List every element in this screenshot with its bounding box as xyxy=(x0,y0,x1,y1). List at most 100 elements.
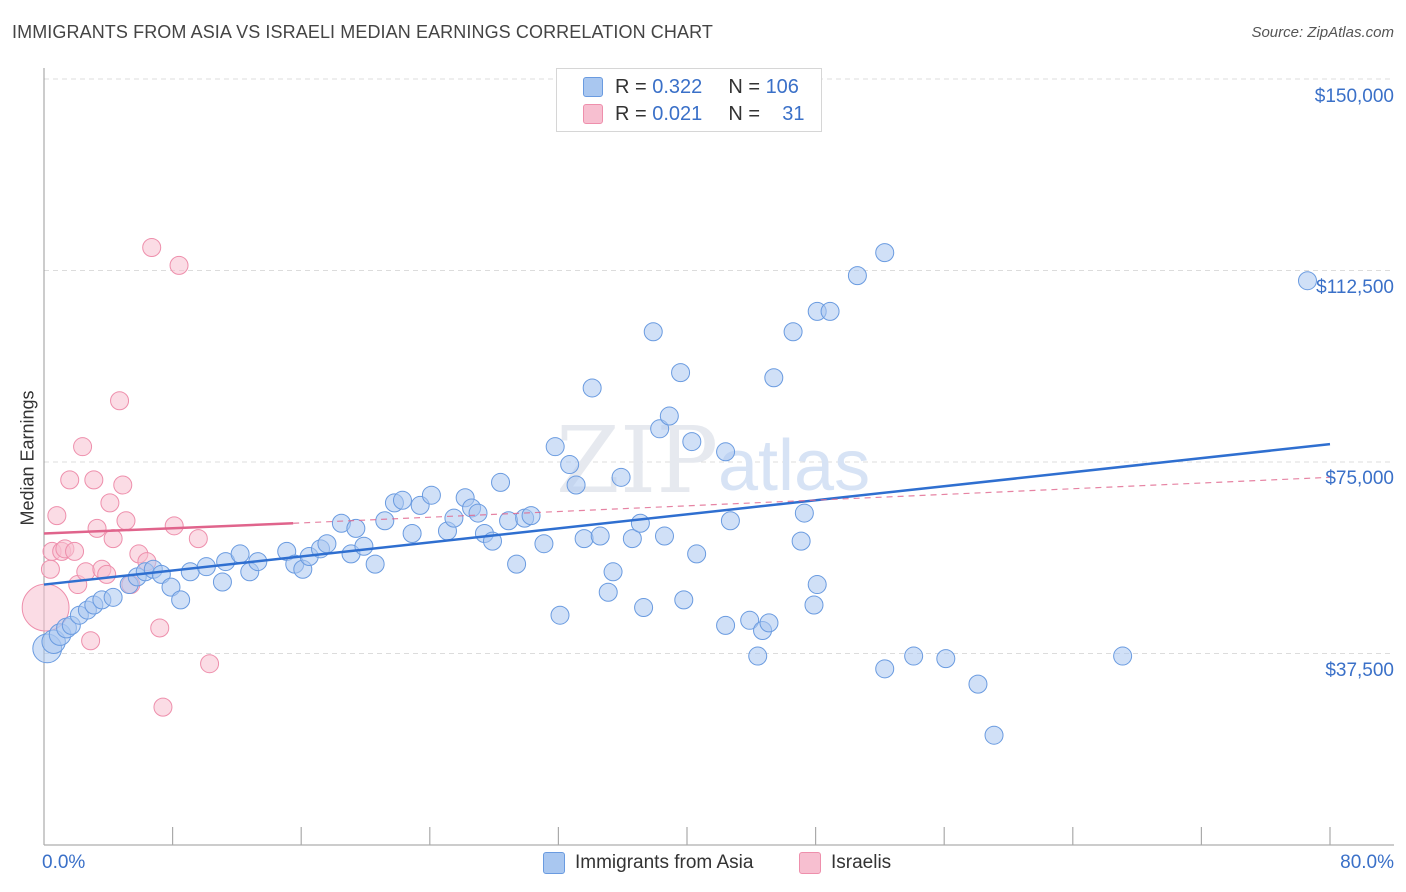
asia-point xyxy=(687,544,707,564)
asia-point xyxy=(682,432,702,452)
legend-row-asia: R = 0.322 N = 106 xyxy=(583,74,799,100)
israelis-point xyxy=(65,541,85,561)
israelis-point xyxy=(81,631,101,651)
asia-point xyxy=(566,475,586,495)
asia-swatch-icon xyxy=(583,77,603,97)
asia-point xyxy=(550,605,570,625)
asia-point xyxy=(230,544,250,564)
israelis-point xyxy=(60,470,80,490)
israelis-trend-extension xyxy=(293,476,1331,524)
asia-point xyxy=(716,615,736,635)
asia-point xyxy=(468,503,488,523)
asia-point xyxy=(171,590,191,610)
israelis-point xyxy=(110,391,130,411)
series-legend: Immigrants from Asia Israelis xyxy=(0,852,1406,876)
asia-point xyxy=(720,511,740,531)
x-tick-label-max: 80.0% xyxy=(1340,852,1394,873)
watermark-atlas: atlas xyxy=(718,426,870,506)
asia-point xyxy=(875,243,895,263)
asia-point xyxy=(590,526,610,546)
asia-point xyxy=(847,266,867,286)
source-label: Source: ZipAtlas.com xyxy=(1251,24,1394,41)
asia-point xyxy=(317,534,337,554)
asia-point xyxy=(521,506,541,526)
legend-item-label: Immigrants from Asia xyxy=(575,852,754,873)
asia-point xyxy=(603,562,623,582)
asia-point xyxy=(574,529,594,549)
r-label: R = xyxy=(615,75,647,98)
asia-point xyxy=(904,646,924,666)
asia-point xyxy=(875,659,895,679)
israelis-point xyxy=(200,654,220,674)
asia-point xyxy=(180,562,200,582)
y-tick-label: $150,000 xyxy=(1314,86,1394,107)
israelis-point xyxy=(87,518,107,538)
israelis-point xyxy=(40,559,60,579)
y-axis-label: Median Earnings xyxy=(17,390,38,526)
asia-point xyxy=(421,485,441,505)
legend-row-israelis: R = 0.021 N = 31 xyxy=(583,101,804,127)
asia-point xyxy=(671,363,691,383)
israelis-point xyxy=(113,475,133,495)
r-value: 0.322 xyxy=(652,75,703,98)
israelis-point xyxy=(103,529,123,549)
asia-point xyxy=(1113,646,1133,666)
asia-point xyxy=(674,590,694,610)
asia-point xyxy=(103,587,123,607)
y-tick-label: $37,500 xyxy=(1325,660,1394,681)
asia-point xyxy=(807,575,827,595)
israelis-point xyxy=(188,529,208,549)
legend-item-israelis[interactable]: Israelis xyxy=(799,852,891,874)
israelis-point xyxy=(100,493,120,513)
israelis-point xyxy=(73,437,93,457)
asia-point xyxy=(161,577,181,597)
asia-point xyxy=(622,529,642,549)
n-label: N = xyxy=(728,75,760,98)
asia-point xyxy=(650,419,670,439)
israelis-point xyxy=(47,506,67,526)
israelis-point xyxy=(84,470,104,490)
asia-point xyxy=(654,526,674,546)
correlation-legend: R = 0.322 N = 106 R = 0.021 N = 31 xyxy=(556,68,822,132)
asia-point xyxy=(507,554,527,574)
asia-point xyxy=(346,518,366,538)
israelis-point xyxy=(116,511,136,531)
asia-point xyxy=(643,322,663,342)
asia-point xyxy=(582,378,602,398)
israelis-point xyxy=(153,697,173,717)
asia-point xyxy=(764,368,784,388)
asia-point xyxy=(634,598,654,618)
asia-point xyxy=(984,725,1004,745)
israelis-point xyxy=(169,255,189,275)
asia-point xyxy=(791,531,811,551)
r-label: R = xyxy=(615,102,647,125)
asia-point xyxy=(630,513,650,533)
israelis-swatch-icon xyxy=(583,104,603,124)
asia-point xyxy=(820,301,840,321)
n-value: 106 xyxy=(765,75,799,98)
asia-point xyxy=(611,467,631,487)
asia-point xyxy=(968,674,988,694)
israelis-legend-swatch-icon xyxy=(799,852,821,874)
asia-point xyxy=(783,322,803,342)
asia-point xyxy=(354,536,374,556)
asia-series xyxy=(32,243,1317,745)
asia-point xyxy=(936,649,956,669)
asia-point xyxy=(759,613,779,633)
asia-legend-swatch-icon xyxy=(543,852,565,874)
asia-point xyxy=(375,511,395,531)
legend-item-asia[interactable]: Immigrants from Asia xyxy=(543,852,753,874)
asia-point xyxy=(794,503,814,523)
asia-point xyxy=(1297,271,1317,291)
axes xyxy=(43,68,1394,846)
asia-point xyxy=(804,595,824,615)
n-label: N = xyxy=(728,102,760,125)
asia-point xyxy=(560,455,580,475)
israelis-point xyxy=(142,238,162,258)
israelis-point xyxy=(97,564,117,584)
x-tick-label-min: 0.0% xyxy=(42,852,86,873)
watermark-zip: ZIP xyxy=(556,407,718,514)
israelis-point xyxy=(150,618,170,638)
asia-point xyxy=(534,534,554,554)
